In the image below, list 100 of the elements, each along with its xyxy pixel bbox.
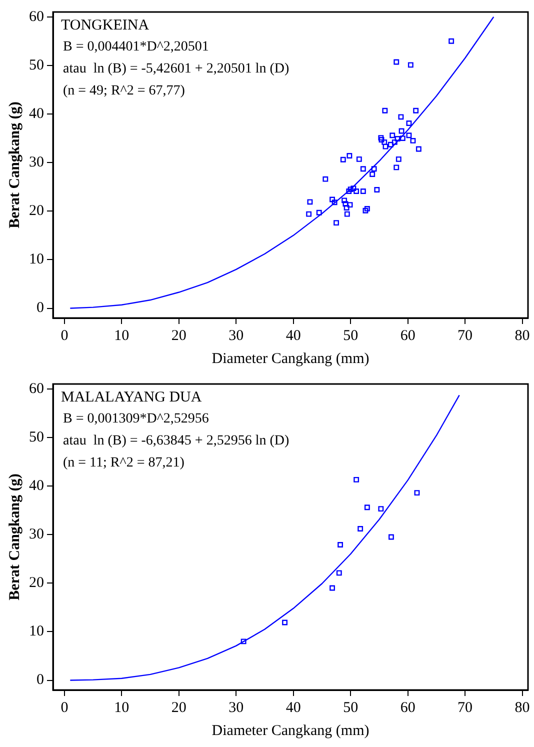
x-axis-title: Diameter Cangkang (mm) [212, 350, 370, 367]
point [348, 186, 354, 192]
point [378, 137, 384, 142]
y-tick-label: 30 [29, 526, 44, 543]
point [306, 211, 312, 217]
x-axis-title: Diameter Cangkang (mm) [212, 722, 370, 739]
point [382, 108, 388, 114]
point [392, 139, 398, 145]
x-tick-label: 40 [286, 700, 301, 716]
point [364, 206, 370, 212]
point [342, 198, 348, 204]
chart-title: MALALAYANG DUA [61, 389, 202, 406]
point [336, 570, 342, 576]
y-tick-label: 50 [29, 57, 44, 74]
x-tick-label: 70 [458, 700, 473, 716]
point [358, 526, 364, 532]
y-axis-title: Berat Cangkang (g) [6, 474, 23, 600]
point [408, 62, 414, 68]
point [340, 156, 346, 162]
y-tick-label: 60 [29, 380, 44, 397]
x-tick-label: 50 [343, 700, 358, 716]
point [398, 114, 404, 120]
point [334, 220, 340, 226]
point [406, 120, 412, 126]
point [416, 146, 422, 152]
y-axis-title: Berat Cangkang (g) [6, 102, 23, 228]
point [332, 200, 338, 206]
point [388, 142, 394, 148]
annotation: (n = 11; R^2 = 87,21) [63, 456, 185, 471]
point [378, 135, 384, 141]
point [354, 188, 360, 194]
point [344, 205, 350, 210]
point [410, 138, 416, 144]
point [330, 585, 335, 591]
annotation: (n = 49; R^2 = 67,77) [63, 84, 186, 99]
y-tick-label: 50 [29, 429, 44, 446]
chart-title: TONGKEINA [61, 17, 150, 34]
x-tick-label: 20 [171, 328, 186, 344]
x-tick-label: 40 [286, 328, 301, 344]
point [344, 211, 350, 217]
point [382, 144, 388, 150]
x-tick-label: 60 [400, 700, 416, 716]
point [406, 132, 412, 138]
y-tick-label: 20 [29, 575, 44, 592]
point [394, 59, 400, 65]
point [346, 153, 352, 158]
point [398, 128, 404, 134]
x-tick-label: 80 [514, 700, 530, 716]
point [322, 176, 328, 182]
annotation: B = 0,001309*D^2,52956 [63, 412, 209, 427]
point [354, 476, 360, 482]
y-tick-label: 0 [36, 672, 44, 688]
y-tick-label: 10 [29, 624, 44, 640]
point [364, 504, 370, 510]
x-tick-label: 50 [343, 328, 358, 344]
point [374, 187, 380, 192]
x-tick-label: 20 [171, 700, 186, 716]
x-tick-label: 10 [114, 328, 130, 344]
point [371, 166, 377, 172]
point [307, 199, 313, 205]
point [342, 201, 348, 207]
point [394, 136, 400, 142]
x-tick-label: 30 [228, 700, 244, 716]
point [338, 542, 344, 548]
point [414, 490, 420, 496]
x-tick-label: 10 [114, 700, 130, 716]
point [400, 136, 406, 142]
point [390, 132, 396, 138]
point [378, 506, 384, 512]
annotation: atau ln (B) = -5,42601 + 2,20501 ln (D) [63, 62, 290, 77]
y-tick-label: 30 [29, 154, 44, 171]
point [350, 186, 356, 192]
point [413, 108, 419, 114]
point [382, 139, 388, 145]
y-tick-label: 40 [29, 478, 44, 494]
x-tick-label: 80 [514, 328, 530, 344]
point [347, 202, 353, 208]
point [316, 210, 322, 216]
y-tick-label: 60 [29, 8, 44, 25]
annotation: atau ln (B) = -6,63845 + 2,52956 ln (D) [63, 434, 290, 449]
x-tick-label: 0 [60, 700, 68, 716]
point [282, 620, 288, 626]
x-tick-label: 60 [400, 328, 416, 344]
y-tick-label: 10 [29, 252, 44, 268]
x-tick-label: 0 [60, 328, 68, 344]
point [396, 156, 402, 162]
x-tick-label: 30 [228, 328, 244, 344]
point [346, 188, 352, 194]
y-tick-label: 40 [29, 106, 44, 122]
x-tick-label: 70 [458, 328, 473, 344]
y-tick-label: 0 [36, 300, 44, 316]
point [394, 164, 400, 170]
point [360, 166, 366, 172]
point [360, 188, 366, 194]
annotation: B = 0,004401*D^2,20501 [63, 40, 209, 55]
point [330, 196, 335, 202]
point [388, 534, 394, 540]
point [240, 638, 246, 644]
y-tick-label: 20 [29, 203, 44, 220]
point [448, 38, 454, 44]
